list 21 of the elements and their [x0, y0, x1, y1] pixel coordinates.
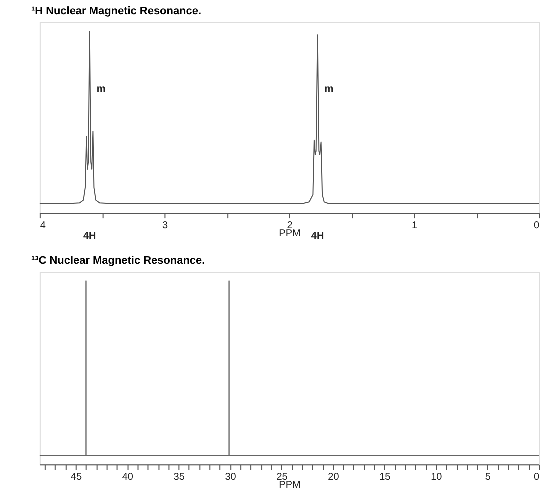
x-tick-label: 15: [380, 472, 392, 484]
x-tick-label: 20: [328, 472, 340, 484]
chart-title: ¹³C Nuclear Magnetic Resonance.: [31, 254, 206, 267]
x-tick-label: 0: [534, 472, 540, 484]
annotation: m: [324, 84, 334, 96]
text: 4H: [83, 231, 96, 242]
x-tick-label: 1: [412, 220, 418, 232]
chart-title: ¹H Nuclear Magnetic Resonance.: [31, 5, 202, 18]
x-tick-label: 45: [70, 472, 82, 484]
x-tick-label: 30: [225, 472, 237, 484]
annotation: m: [96, 84, 106, 96]
x-tick-label: 3: [162, 220, 168, 232]
x-tick-label: 4: [40, 220, 46, 232]
x-axis-title: PPM: [279, 228, 301, 240]
x-tick-label: 35: [174, 472, 186, 484]
x-tick-label: 40: [122, 472, 134, 484]
x-tick-label: 5: [485, 472, 492, 484]
text: 4H: [311, 231, 324, 242]
x-axis-title: PPM: [279, 480, 301, 489]
x-tick-label: 10: [431, 472, 443, 484]
x-tick-label: 0: [534, 220, 540, 232]
